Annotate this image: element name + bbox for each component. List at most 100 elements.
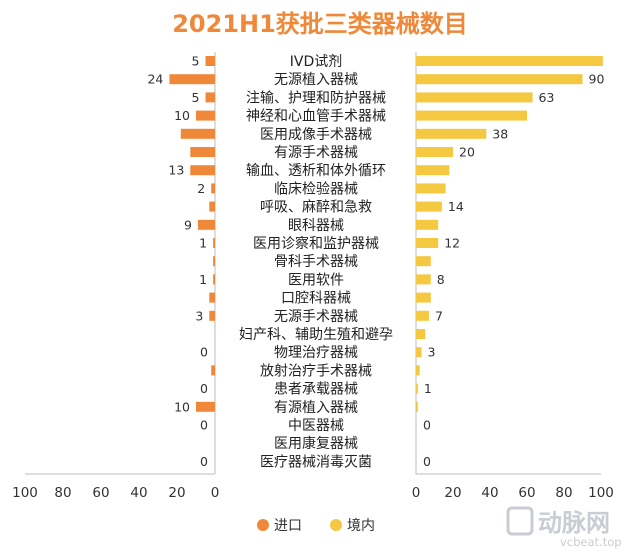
- domestic-value-label: 3: [428, 345, 436, 360]
- import-bar: [209, 292, 215, 303]
- domestic-value-label: 0: [423, 454, 431, 469]
- right-axis-tick-label: 40: [481, 485, 498, 501]
- category-label: 放射治疗手术器械: [260, 363, 372, 379]
- category-label: 有源手术器械: [274, 145, 358, 161]
- import-value-label: 9: [184, 217, 192, 232]
- domestic-bar: [416, 274, 431, 285]
- watermark: 动脉网 vcbeat.top: [506, 506, 622, 549]
- category-label: 医用康复器械: [274, 435, 358, 452]
- category-label: 输血、透析和体外循环: [246, 163, 386, 179]
- legend-import-label: 进口: [274, 518, 302, 534]
- domestic-value-label: 12: [444, 236, 460, 251]
- import-bar: [190, 147, 215, 157]
- import-value-label: 5: [192, 90, 200, 105]
- left-axis-tick-label: 80: [54, 485, 71, 501]
- domestic-bar: [416, 219, 439, 230]
- domestic-bar: [416, 147, 453, 157]
- right-axis-tick-label: 20: [444, 485, 461, 501]
- category-label: IVD试剂: [290, 54, 343, 70]
- domestic-bar: [416, 329, 426, 339]
- category-label: 临床检验器械: [274, 181, 358, 197]
- legend[interactable]: 进口 境内: [257, 518, 375, 534]
- import-bar: [196, 401, 215, 412]
- domestic-bar: [416, 238, 439, 248]
- domestic-bar: [416, 201, 442, 212]
- domestic-bar: [416, 92, 533, 103]
- category-label: 注输、护理和防护器械: [246, 90, 386, 106]
- domestic-value-label: 7: [435, 308, 443, 323]
- domestic-value-label: 8: [437, 272, 445, 287]
- category-label: 医用诊察和监护器械: [253, 235, 379, 252]
- import-value-label: 10: [174, 399, 190, 414]
- domestic-bar: [416, 128, 487, 139]
- left-axis-tick-label: 0: [211, 485, 220, 501]
- import-bar: [211, 183, 215, 194]
- domestic-value-label: 1: [424, 381, 432, 396]
- category-label: 口腔科器械: [281, 291, 351, 307]
- domestic-bars: 90 63 38 20 14 12 8 7 3 1 0 0: [416, 56, 604, 469]
- domestic-value-label: 90: [589, 72, 605, 87]
- left-axis-tick-label: 40: [130, 485, 147, 501]
- left-axis-tick-label: 20: [168, 485, 185, 501]
- category-label: 中医器械: [288, 418, 344, 434]
- import-bar: [190, 165, 215, 176]
- category-label: 骨科手术器械: [274, 254, 358, 270]
- import-bar: [180, 128, 215, 139]
- right-axis-tick-label: 0: [412, 485, 421, 501]
- import-bar: [213, 256, 215, 267]
- domestic-bar: [416, 74, 583, 85]
- legend-domestic-label: 境内: [347, 518, 375, 534]
- domestic-bar: [416, 56, 603, 66]
- left-axis-tick-label: 60: [92, 485, 109, 501]
- legend-import-swatch: [257, 519, 269, 531]
- domestic-value-label: 0: [423, 418, 431, 433]
- domestic-value-label: 63: [539, 90, 555, 105]
- domestic-bar: [416, 383, 418, 394]
- watermark-logo-text: 动脉网: [538, 509, 610, 537]
- domestic-bar: [416, 365, 420, 376]
- import-bar: [205, 56, 215, 66]
- left-axis-tick-label: 100: [12, 485, 38, 501]
- domestic-bar: [416, 165, 450, 176]
- import-bar: [211, 365, 215, 376]
- import-bar: [197, 219, 215, 230]
- right-axis-tick-label: 80: [555, 485, 572, 501]
- import-value-label: 3: [195, 308, 203, 323]
- category-label: 有源植入器械: [274, 400, 358, 416]
- category-label: 呼吸、麻醉和急救: [260, 200, 372, 216]
- import-value-label: 0: [200, 418, 208, 433]
- domestic-bar: [416, 110, 527, 121]
- domestic-value-label: 14: [448, 199, 464, 214]
- category-label: 物理治疗器械: [274, 345, 358, 361]
- category-label: 患者承载器械: [274, 382, 358, 398]
- category-label: 眼科器械: [288, 218, 344, 234]
- domestic-bar: [416, 183, 446, 194]
- category-labels: IVD试剂无源植入器械注输、护理和防护器械神经和心血管手术器械医用成像手术器械有…: [239, 54, 393, 470]
- import-value-label: 0: [200, 454, 208, 469]
- domestic-bar: [416, 310, 429, 321]
- import-value-label: 0: [200, 381, 208, 396]
- domestic-bar: [416, 292, 431, 303]
- category-label: 妇产科、辅助生殖和避孕: [239, 326, 393, 343]
- domestic-bar: [416, 401, 418, 412]
- chart-title: 2021H1获批三类器械数目: [172, 10, 468, 38]
- category-label: 医用软件: [288, 272, 344, 288]
- import-bar: [213, 274, 215, 285]
- category-label: 神经和心血管手术器械: [246, 109, 386, 125]
- category-label: 医用成像手术器械: [260, 127, 372, 143]
- import-bar: [169, 74, 215, 85]
- legend-domestic-swatch: [330, 519, 342, 531]
- right-axis-tick-label: 100: [588, 485, 614, 501]
- import-bar: [196, 110, 215, 121]
- import-value-label: 2: [197, 181, 205, 196]
- watermark-url: vcbeat.top: [560, 535, 622, 549]
- category-label: 无源植入器械: [274, 72, 358, 88]
- watermark-logo-icon: [506, 506, 534, 536]
- domestic-value-label: 38: [492, 126, 508, 141]
- import-bar: [205, 92, 215, 103]
- category-label: 无源手术器械: [274, 309, 358, 325]
- import-value-label: 24: [147, 72, 163, 87]
